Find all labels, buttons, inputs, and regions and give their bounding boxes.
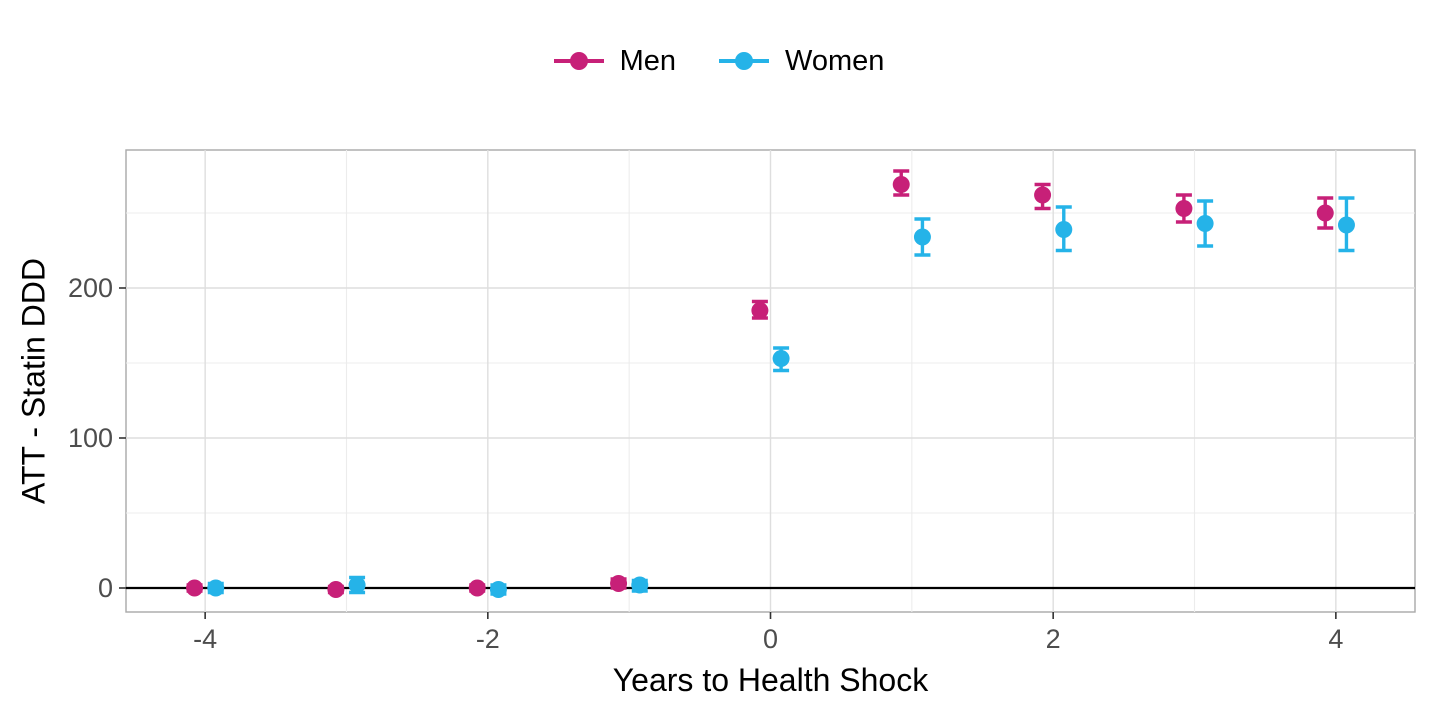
x-tick-label: 4 [1328, 624, 1343, 654]
data-point [348, 576, 366, 594]
x-tick-label: -2 [476, 624, 500, 654]
data-point [892, 176, 910, 193]
data-point [207, 579, 225, 597]
y-axis-title: ATT - Statin DDD [15, 258, 52, 504]
data-point [913, 228, 931, 246]
women-point-line-icon [719, 52, 770, 70]
data-point [186, 579, 204, 597]
data-point [631, 576, 649, 594]
legend-item-men: Men [551, 46, 676, 76]
x-tick-label: 0 [763, 624, 778, 654]
legend: Men Women [0, 46, 1435, 76]
data-point [751, 302, 769, 319]
legend-label-men: Men [619, 44, 677, 77]
data-point [1196, 215, 1214, 232]
data-point [468, 579, 486, 597]
data-point [772, 350, 790, 367]
data-point [489, 581, 507, 598]
x-tick-label: -4 [193, 624, 217, 654]
y-tick-label: 100 [68, 423, 113, 453]
data-point [610, 575, 628, 592]
data-point [1316, 204, 1334, 222]
x-axis-title: Years to Health Shock [612, 662, 929, 698]
data-point [1175, 200, 1193, 217]
data-point [327, 581, 345, 598]
men-point-line-icon [553, 52, 604, 70]
y-tick-label: 0 [98, 573, 113, 603]
x-tick-label: 2 [1046, 624, 1061, 654]
legend-item-women: Women [716, 46, 884, 76]
data-point [1034, 186, 1052, 204]
y-tick-label: 200 [68, 273, 113, 303]
data-point [1337, 216, 1355, 234]
data-point [1055, 221, 1073, 238]
legend-label-women: Women [785, 44, 885, 77]
